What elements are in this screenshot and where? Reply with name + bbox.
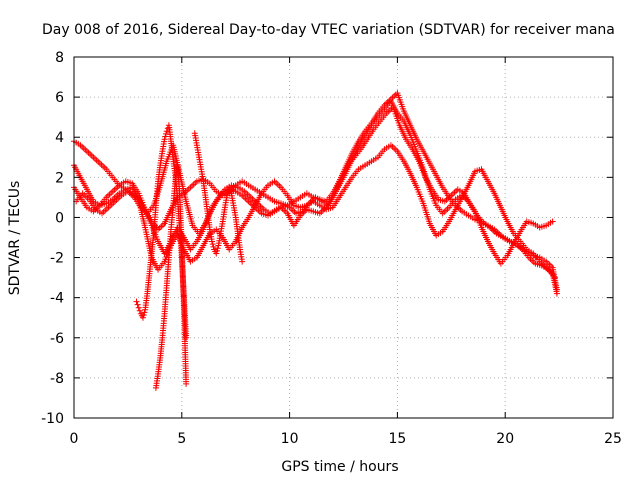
y-tick-label: 2 [55,170,64,186]
data-point [162,133,169,140]
data-point [553,290,560,297]
data-point [549,218,556,225]
axis-ticks [73,56,614,419]
x-tick-label: 10 [281,431,299,447]
data-point [134,301,141,308]
data-point [141,309,148,316]
series-trace-b [71,98,556,267]
data-point [227,187,234,194]
data-point [163,128,170,135]
data-points [71,90,560,391]
y-tick-label: 4 [55,130,64,146]
y-tick-label: 0 [55,210,64,226]
data-point [135,304,142,311]
series-trace-c [71,142,560,297]
data-point [239,258,246,265]
x-tick-label: 5 [177,431,186,447]
y-tick-label: -10 [41,411,64,427]
x-tick-label: 20 [496,431,514,447]
data-point [209,241,216,248]
data-point [214,245,221,252]
y-tick-label: -2 [50,251,64,267]
plot-frame [73,56,614,419]
x-tick-label: 0 [70,431,79,447]
y-tick-label: -6 [50,331,64,347]
data-point [226,184,233,191]
data-point [551,274,558,281]
y-axis-label: SDTVAR / TECUs [7,181,23,296]
y-tick-labels: 8 6 4 2 0 -2 -4 -6 -8 -10 [41,50,64,427]
x-axis-label: GPS time / hours [281,459,398,475]
data-point [208,238,215,245]
data-point [183,334,190,341]
data-point [214,247,221,254]
series-trace-d [73,104,558,281]
x-tick-label: 25 [604,431,622,447]
data-point [136,307,143,314]
y-tick-label: 8 [55,50,64,66]
data-point [140,312,147,319]
series-trace-f [152,162,190,391]
series-trace-g [191,130,246,265]
x-tick-label: 15 [388,431,406,447]
x-tick-labels: 0 5 10 15 20 25 [70,431,622,447]
chart-title: Day 008 of 2016, Sidereal Day-to-day VTE… [42,22,615,38]
data-point [161,136,168,143]
data-point [210,243,217,250]
data-point [183,380,190,387]
y-tick-label: 6 [55,90,64,106]
series-trace-a [71,90,560,293]
data-point [133,298,140,305]
y-tick-label: -4 [50,291,64,307]
data-point [139,314,146,321]
y-tick-label: -8 [50,371,64,387]
data-point [213,250,220,257]
